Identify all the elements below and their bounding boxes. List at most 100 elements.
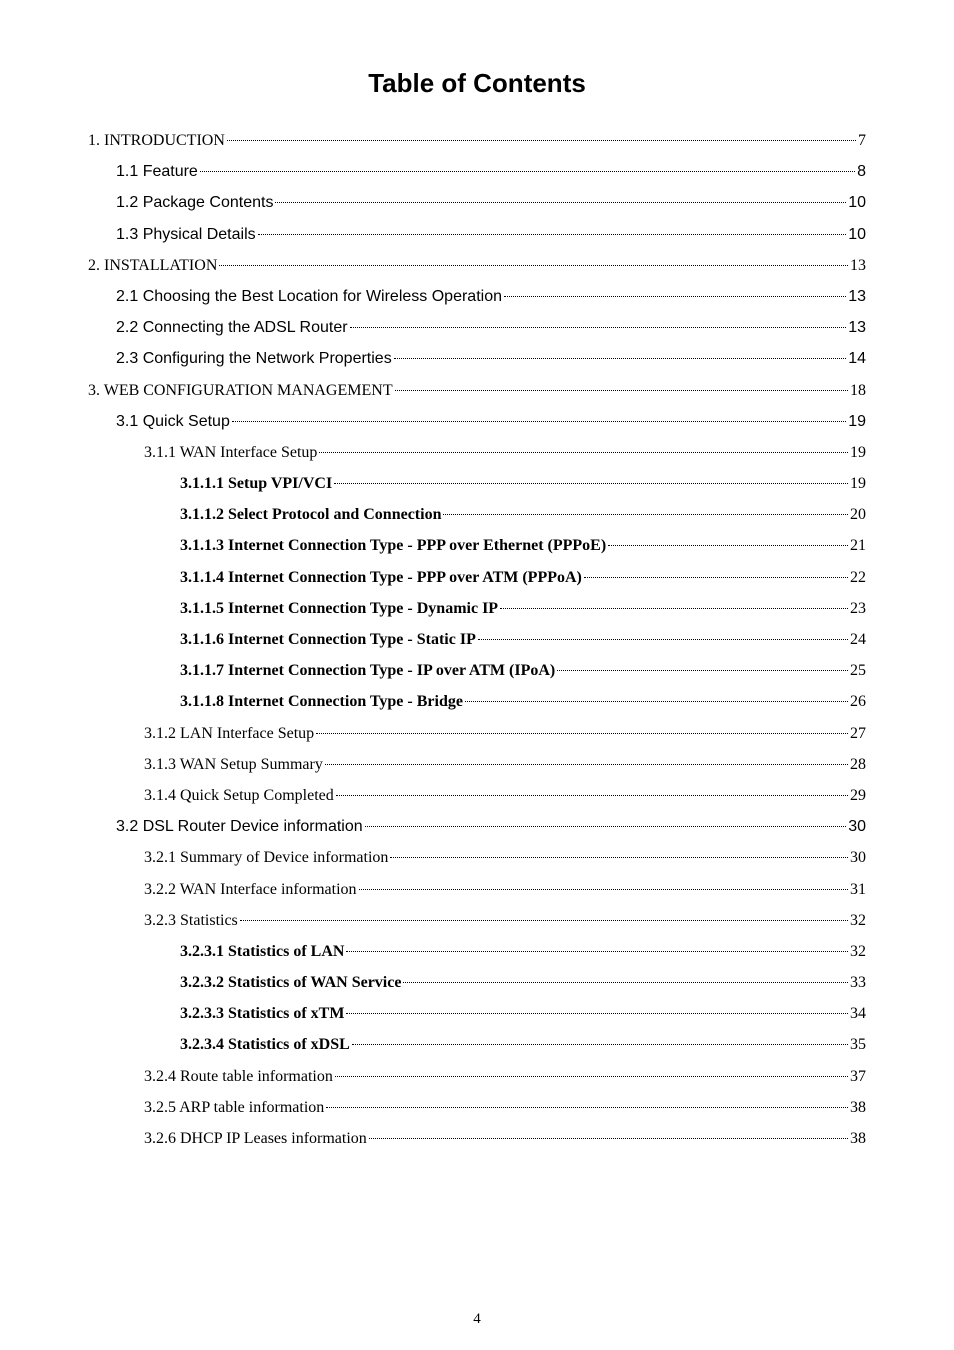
toc-leader-dots (316, 732, 848, 734)
toc-leader-dots (478, 638, 848, 640)
toc-entry-page: 22 (850, 562, 866, 593)
toc-entry: 2.3 Configuring the Network Properties 1… (88, 343, 866, 374)
toc-entry-page: 20 (850, 499, 866, 530)
toc-entry: 3.1.3 WAN Setup Summary 28 (88, 749, 866, 780)
toc-entry-page: 18 (850, 375, 866, 406)
toc-entry: 3.2.5 ARP table information 38 (88, 1092, 866, 1123)
toc-entry-page: 29 (850, 780, 866, 811)
toc-entry-page: 28 (850, 749, 866, 780)
toc-entry-page: 33 (850, 967, 866, 998)
toc-entry: 3.1.4 Quick Setup Completed29 (88, 780, 866, 811)
toc-entry-label: 3.2.5 ARP table information (144, 1092, 324, 1123)
toc-entry-label: 3.1.1 WAN Interface Setup (144, 437, 317, 468)
toc-leader-dots (504, 295, 846, 297)
toc-entry: 3. WEB CONFIGURATION MANAGEMENT 18 (88, 375, 866, 406)
toc-leader-dots (352, 1043, 848, 1045)
toc-list: 1. INTRODUCTION 71.1 Feature 81.2 Packag… (88, 125, 866, 1154)
toc-entry-label: 3.1.1.1 Setup VPI/VCI (180, 468, 332, 499)
toc-entry-page: 32 (850, 936, 866, 967)
toc-entry-label: 3.2.3.4 Statistics of xDSL (180, 1029, 350, 1060)
toc-entry-label: 3.2.4 Route table information (144, 1061, 333, 1092)
page-title: Table of Contents (88, 68, 866, 99)
toc-entry: 3.2.3 Statistics32 (88, 905, 866, 936)
toc-entry: 3.2.3.1 Statistics of LAN32 (88, 936, 866, 967)
toc-entry-label: 3.1.3 WAN Setup Summary (144, 749, 323, 780)
toc-entry-label: 1.1 Feature (116, 156, 198, 187)
toc-leader-dots (275, 201, 846, 203)
toc-entry-page: 26 (850, 686, 866, 717)
toc-entry-page: 7 (858, 125, 866, 156)
toc-entry-label: 2.3 Configuring the Network Properties (116, 343, 392, 374)
toc-entry-page: 10 (848, 219, 866, 250)
toc-entry: 1.3 Physical Details10 (88, 219, 866, 250)
toc-entry-page: 14 (848, 343, 866, 374)
toc-entry-label: 3.1.1.4 Internet Connection Type - PPP o… (180, 562, 582, 593)
toc-entry: 2.2 Connecting the ADSL Router13 (88, 312, 866, 343)
toc-entry-page: 19 (850, 468, 866, 499)
toc-entry-page: 31 (850, 874, 866, 905)
toc-leader-dots (336, 794, 848, 796)
toc-entry: 3.2.6 DHCP IP Leases information 38 (88, 1123, 866, 1154)
toc-entry: 3.1 Quick Setup 19 (88, 406, 866, 437)
toc-entry-page: 37 (850, 1061, 866, 1092)
toc-entry: 1.1 Feature 8 (88, 156, 866, 187)
toc-leader-dots (334, 482, 848, 484)
toc-entry-label: 3. WEB CONFIGURATION MANAGEMENT (88, 375, 393, 406)
toc-entry-label: 3.1.1.3 Internet Connection Type - PPP o… (180, 530, 606, 561)
toc-entry-label: 3.1.1.7 Internet Connection Type - IP ov… (180, 655, 555, 686)
toc-leader-dots (365, 825, 847, 827)
toc-entry-page: 19 (850, 437, 866, 468)
toc-leader-dots (608, 544, 848, 546)
toc-entry-label: 3.1.1.2 Select Protocol and Connection (180, 499, 441, 530)
toc-leader-dots (346, 950, 848, 952)
toc-entry-page: 38 (850, 1092, 866, 1123)
toc-entry: 3.1.2 LAN Interface Setup27 (88, 718, 866, 749)
toc-leader-dots (350, 326, 847, 328)
toc-leader-dots (465, 700, 848, 702)
toc-entry-page: 32 (850, 905, 866, 936)
toc-entry-label: 1. INTRODUCTION (88, 125, 225, 156)
toc-entry-label: 2.1 Choosing the Best Location for Wirel… (116, 281, 502, 312)
toc-leader-dots (390, 856, 848, 858)
toc-entry-page: 38 (850, 1123, 866, 1154)
toc-entry-page: 30 (850, 842, 866, 873)
toc-entry: 1.2 Package Contents 10 (88, 187, 866, 218)
toc-entry: 3.1.1.7 Internet Connection Type - IP ov… (88, 655, 866, 686)
toc-entry-page: 13 (848, 281, 866, 312)
toc-entry-page: 21 (850, 530, 866, 561)
toc-leader-dots (227, 139, 856, 141)
toc-entry: 3.1.1 WAN Interface Setup 19 (88, 437, 866, 468)
toc-leader-dots (335, 1075, 848, 1077)
toc-leader-dots (557, 669, 848, 671)
toc-entry-label: 3.2.3.3 Statistics of xTM (180, 998, 344, 1029)
toc-entry: 3.2.1 Summary of Device information 30 (88, 842, 866, 873)
toc-entry: 2. INSTALLATION13 (88, 250, 866, 281)
toc-leader-dots (326, 1106, 848, 1108)
toc-entry-page: 30 (848, 811, 866, 842)
toc-entry-page: 19 (848, 406, 866, 437)
toc-leader-dots (443, 513, 848, 515)
toc-leader-dots (359, 888, 848, 890)
toc-entry-label: 1.2 Package Contents (116, 187, 273, 218)
toc-entry-label: 3.1.1.8 Internet Connection Type - Bridg… (180, 686, 463, 717)
toc-leader-dots (403, 981, 848, 983)
toc-entry: 3.1.1.6 Internet Connection Type - Stati… (88, 624, 866, 655)
toc-entry-page: 34 (850, 998, 866, 1029)
toc-entry-label: 3.2.1 Summary of Device information (144, 842, 388, 873)
toc-leader-dots (200, 170, 855, 172)
toc-entry-page: 35 (850, 1029, 866, 1060)
toc-entry: 3.1.1.3 Internet Connection Type - PPP o… (88, 530, 866, 561)
page-number: 4 (0, 1311, 954, 1328)
document-page: Table of Contents 1. INTRODUCTION 71.1 F… (0, 0, 954, 1350)
toc-entry-page: 25 (850, 655, 866, 686)
toc-entry-label: 3.2 DSL Router Device information (116, 811, 363, 842)
toc-entry-label: 2.2 Connecting the ADSL Router (116, 312, 348, 343)
toc-entry-page: 8 (857, 156, 866, 187)
toc-entry: 3.2.3.2 Statistics of WAN Service33 (88, 967, 866, 998)
toc-entry-label: 3.2.2 WAN Interface information (144, 874, 357, 905)
toc-entry: 3.2.4 Route table information 37 (88, 1061, 866, 1092)
toc-leader-dots (258, 233, 847, 235)
toc-leader-dots (232, 420, 846, 422)
toc-leader-dots (240, 919, 848, 921)
toc-entry-page: 10 (848, 187, 866, 218)
